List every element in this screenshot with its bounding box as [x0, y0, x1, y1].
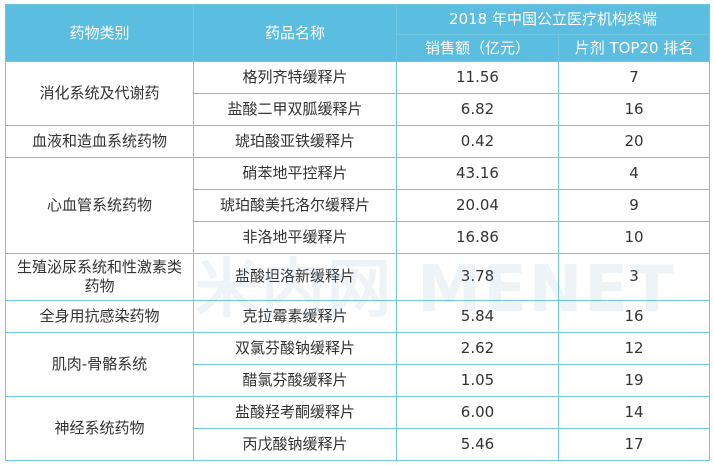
rank-cell: 3	[557, 253, 711, 301]
table-row: 心血管系统药物 硝苯地平控释片 43.16 4	[5, 157, 711, 254]
drug-name-cell: 琥珀酸美托洛尔缓释片	[193, 189, 397, 222]
drug-name-cell: 格列齐特缓释片	[193, 61, 397, 94]
drug-name-cell: 硝苯地平控释片	[193, 157, 397, 190]
drug-sales-table: 药物类别 药品名称 2018 年中国公立医疗机构终端 销售额（亿元） 片剂 TO…	[5, 4, 711, 462]
drug-name-cell: 盐酸羟考酮缓释片	[193, 395, 397, 429]
drug-name-cell: 双氯芬酸钠缓释片	[193, 331, 397, 365]
category-cell: 心血管系统药物	[5, 157, 194, 254]
category-cell: 肌肉-骨骼系统	[5, 331, 194, 397]
drug-name-cell: 非洛地平缓释片	[193, 221, 397, 254]
category-cell: 生殖泌尿系统和性激素类药物	[5, 253, 194, 301]
drug-name-cell: 盐酸二甲双胍缓释片	[193, 93, 397, 126]
table-row: 琥珀酸美托洛尔缓释片 20.04 9	[6, 189, 711, 222]
sales-cell: 5.84	[396, 299, 559, 333]
rank-cell: 16	[557, 93, 711, 126]
category-cell: 消化系统及代谢药	[5, 61, 194, 126]
drug-name-cell: 盐酸坦洛新缓释片	[193, 253, 397, 301]
table-row: 血液和造血系统药物 琥珀酸亚铁缓释片 0.42 20	[5, 125, 711, 158]
header-drug-name: 药品名称	[193, 4, 397, 62]
header-group-2018: 2018 年中国公立医疗机构终端	[395, 4, 711, 35]
sales-cell: 43.16	[396, 157, 559, 190]
rank-cell: 17	[557, 427, 711, 462]
category-cell: 神经系统药物	[5, 395, 194, 462]
sales-cell: 3.78	[396, 253, 559, 301]
sales-cell: 16.86	[396, 221, 559, 254]
drug-name-cell: 丙戊酸钠缓释片	[193, 427, 397, 462]
sales-cell: 2.62	[396, 331, 559, 365]
rank-cell: 10	[557, 221, 711, 254]
rank-cell: 19	[557, 363, 711, 397]
sales-cell: 20.04	[396, 189, 559, 222]
table-row: 全身用抗感染药物 克拉霉素缓释片 5.84 16	[5, 299, 711, 333]
rank-cell: 4	[557, 157, 711, 190]
rank-cell: 9	[557, 189, 711, 222]
sales-cell: 6.82	[396, 93, 559, 126]
header-rank: 片剂 TOP20 排名	[557, 34, 711, 62]
table-row: 盐酸二甲双胍缓释片 6.82 16	[6, 93, 711, 126]
drug-name-cell: 克拉霉素缓释片	[193, 299, 397, 333]
category-cell: 全身用抗感染药物	[5, 299, 194, 333]
sales-cell: 11.56	[396, 61, 559, 94]
sales-cell: 5.46	[396, 427, 559, 462]
rank-cell: 14	[557, 395, 711, 429]
header-sales: 销售额（亿元）	[396, 34, 559, 62]
drug-name-cell: 醋氯芬酸缓释片	[193, 363, 397, 397]
table-row: 丙戊酸钠缓释片 5.46 17	[6, 427, 711, 462]
category-cell: 血液和造血系统药物	[5, 125, 194, 158]
drug-name-cell: 琥珀酸亚铁缓释片	[193, 125, 397, 158]
rank-cell: 16	[557, 299, 711, 333]
rank-cell: 20	[557, 125, 711, 158]
sales-cell: 6.00	[396, 395, 559, 429]
table-row: 消化系统及代谢药 格列齐特缓释片 11.56 7	[5, 61, 711, 126]
sales-cell: 1.05	[396, 363, 559, 397]
sales-cell: 0.42	[396, 125, 559, 158]
header-category: 药物类别	[5, 4, 194, 62]
rank-cell: 12	[557, 331, 711, 365]
table-row: 肌肉-骨骼系统 双氯芬酸钠缓释片 2.62 12	[5, 331, 711, 397]
table-row: 生殖泌尿系统和性激素类药物 盐酸坦洛新缓释片 3.78 3	[5, 253, 711, 301]
table-row: 神经系统药物 盐酸羟考酮缓释片 6.00 14	[5, 395, 711, 462]
rank-cell: 7	[557, 61, 711, 94]
table-row: 非洛地平缓释片 16.86 10	[6, 221, 711, 254]
